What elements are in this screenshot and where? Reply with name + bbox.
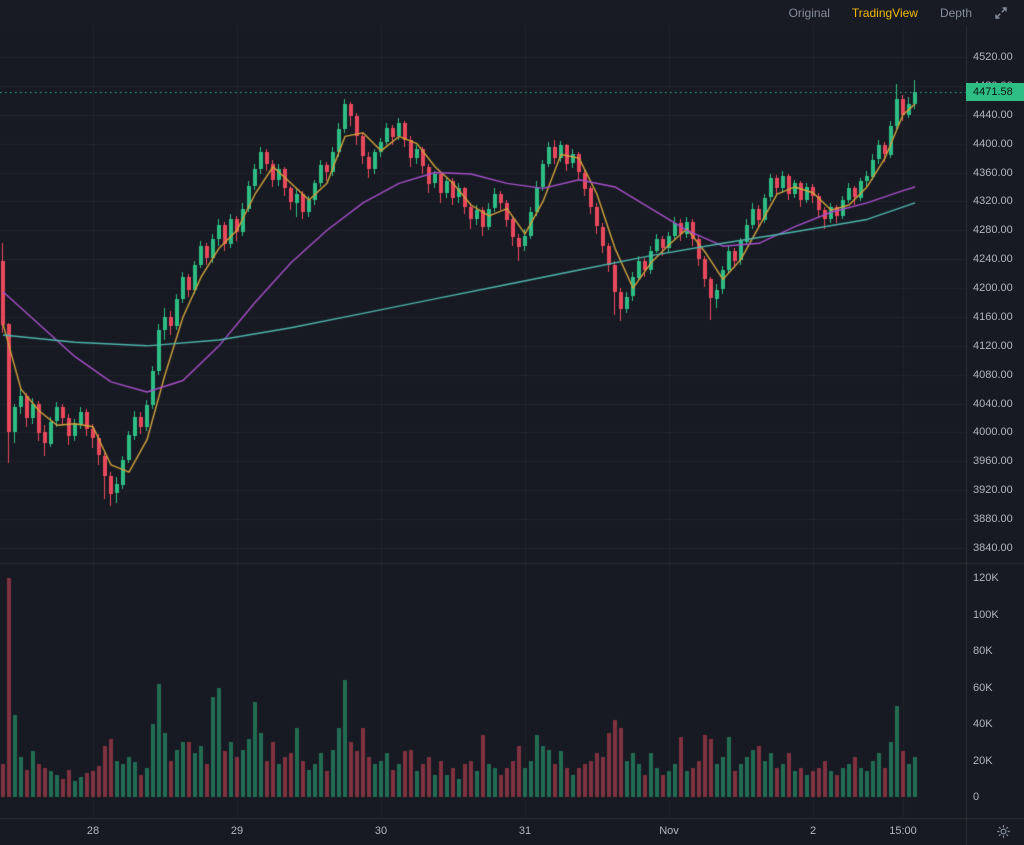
volume-tick: 0 [973, 791, 980, 803]
time-tick: 29 [230, 825, 244, 837]
price-tick: 4200.00 [973, 282, 1013, 295]
tab-depth[interactable]: Depth [939, 6, 972, 20]
price-tick: 4000.00 [973, 426, 1013, 439]
price-tick: 4280.00 [973, 224, 1013, 237]
last-price-label: 4471.58 [966, 82, 1024, 101]
price-tick: 4120.00 [973, 339, 1013, 352]
volume-tick: 60K [973, 681, 993, 694]
volume-tick: 100K [973, 608, 999, 621]
fullscreen-icon[interactable] [994, 6, 1008, 20]
price-tick: 4080.00 [973, 368, 1013, 381]
time-axis[interactable]: 28 29 30 31 Nov 2 15:00 [0, 818, 966, 845]
time-tick: 2 [809, 825, 817, 837]
volume-tick: 20K [973, 754, 993, 767]
volume-tick: 120K [973, 572, 999, 584]
time-tick: Nov [659, 825, 679, 837]
price-tick: 3920.00 [973, 484, 1013, 497]
time-tick: 28 [86, 825, 100, 837]
price-tick: 4440.00 [973, 108, 1013, 121]
settings-gear-icon[interactable] [996, 824, 1011, 844]
price-tick: 3840.00 [973, 542, 1013, 554]
tab-tradingview[interactable]: TradingView [851, 6, 918, 20]
time-tick: 30 [374, 825, 388, 837]
time-tick: 15:00 [889, 825, 917, 837]
tab-original[interactable]: Original [788, 6, 830, 20]
price-tick: 4320.00 [973, 195, 1013, 208]
price-tick: 4520.00 [973, 51, 1013, 63]
chart-topbar: Original TradingView Depth [0, 0, 1024, 26]
price-axis[interactable]: 4520.004480.004440.004400.004360.004320.… [966, 26, 1024, 818]
price-tick: 4240.00 [973, 253, 1013, 266]
chart-area: 4520.004480.004440.004400.004360.004320.… [0, 26, 1024, 845]
price-tick: 4400.00 [973, 137, 1013, 150]
price-tick: 3880.00 [973, 513, 1013, 526]
volume-tick: 40K [973, 718, 993, 730]
time-tick: 31 [518, 825, 532, 837]
price-tick: 4160.00 [973, 310, 1013, 323]
price-tick: 3960.00 [973, 455, 1013, 468]
candlestick-chart[interactable] [0, 26, 1024, 845]
price-tick: 4040.00 [973, 397, 1013, 410]
volume-tick: 80K [973, 645, 993, 657]
price-tick: 4360.00 [973, 166, 1013, 179]
